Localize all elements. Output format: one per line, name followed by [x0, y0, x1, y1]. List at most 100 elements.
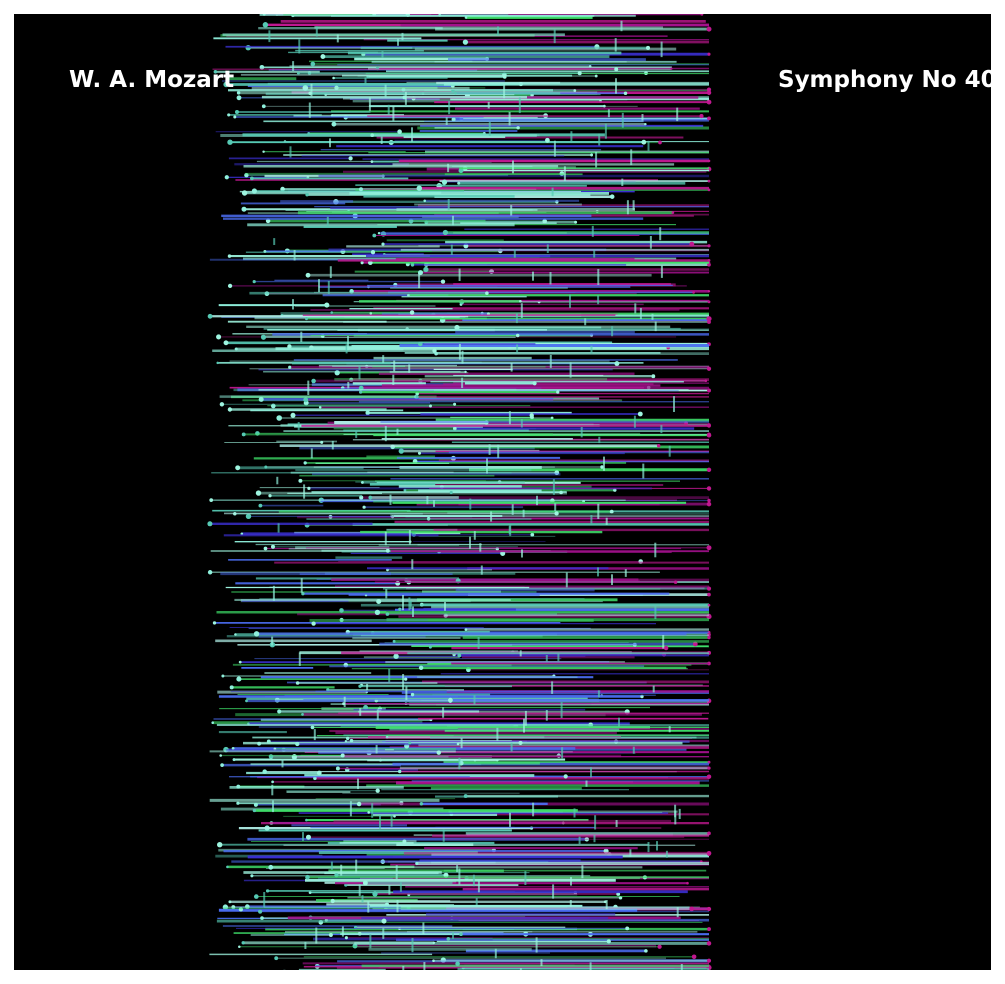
note-dot [641, 139, 647, 145]
note-dot [232, 758, 236, 762]
note-dot [515, 333, 520, 338]
note-dot [234, 633, 237, 636]
note-dot [594, 74, 598, 78]
note-dot [233, 115, 237, 119]
note-dot [241, 432, 246, 437]
note-dot [614, 67, 619, 72]
note-dot [704, 379, 708, 383]
note-dot [423, 266, 429, 273]
note-dot [519, 299, 522, 303]
note-dot [385, 612, 390, 616]
note-dot [699, 114, 704, 119]
note-dot [707, 592, 711, 597]
note-dot [303, 397, 309, 403]
note-dot [403, 488, 407, 492]
note-dot [276, 415, 283, 421]
note-dot [398, 607, 402, 611]
note-dot [344, 936, 348, 940]
music-visualization [207, 14, 712, 970]
visualization-frame: W. A. Mozart Symphony No 40 [14, 14, 991, 970]
note-dot [265, 889, 270, 893]
note-dot [274, 956, 279, 961]
note-dot [707, 262, 711, 267]
note-dot [441, 179, 448, 185]
note-dot [365, 410, 370, 416]
note-dot [398, 769, 402, 774]
note-dot [453, 402, 457, 406]
note-dot [600, 465, 604, 469]
note-dot [706, 26, 712, 32]
note-dot [241, 941, 245, 945]
note-dot [446, 936, 451, 941]
note-dot [340, 753, 345, 758]
note-dot [258, 909, 263, 914]
note-dot [328, 933, 333, 937]
note-dot [706, 501, 712, 507]
streak-layer [207, 14, 712, 970]
note-dot [452, 426, 457, 431]
note-dot [344, 739, 348, 743]
note-dot [330, 311, 334, 314]
note-dot [706, 545, 712, 551]
note-dot [304, 317, 309, 321]
note-dot [516, 126, 520, 130]
note-dot [260, 916, 264, 920]
note-dot [207, 521, 213, 527]
note-dot [359, 390, 363, 394]
note-dot [707, 831, 711, 836]
note-dot [706, 366, 712, 371]
note-dot [216, 334, 222, 340]
note-dot [395, 580, 401, 586]
note-dot [296, 71, 300, 75]
note-dot [706, 586, 712, 591]
note-dot [253, 894, 259, 899]
note-dot [252, 280, 256, 284]
note-dot [311, 378, 316, 384]
note-dot [706, 486, 712, 491]
note-dot [397, 129, 402, 134]
note-dot [287, 344, 292, 349]
note-dot [360, 480, 364, 484]
note-dot [707, 159, 711, 163]
note-dot [241, 206, 247, 212]
note-dot [651, 374, 656, 379]
note-dot [563, 774, 568, 779]
note-dot [432, 959, 435, 962]
note-dot [301, 713, 304, 716]
note-dot [227, 283, 233, 289]
note-dot [458, 168, 464, 174]
note-dot [577, 71, 582, 76]
note-dot [217, 842, 223, 848]
note-dot [590, 153, 594, 157]
note-dot [241, 190, 248, 196]
note-dot [707, 388, 711, 393]
note-dot [637, 411, 643, 417]
note-dot [550, 416, 554, 420]
note-dot [331, 121, 337, 127]
note-dot [656, 443, 661, 448]
note-dot [692, 641, 698, 647]
note-dot [223, 81, 229, 88]
note-dot [227, 254, 232, 258]
note-dot [689, 241, 695, 247]
note-dot [235, 465, 241, 471]
note-dot [459, 932, 463, 937]
note-dot [250, 874, 254, 878]
note-dot [324, 302, 330, 308]
note-dot [706, 99, 712, 105]
note-dot [356, 801, 362, 807]
note-dot [408, 218, 414, 224]
note-dot [448, 697, 453, 703]
note-dot [462, 39, 469, 45]
note-dot [295, 681, 300, 685]
note-dot [429, 404, 432, 408]
note-dot [706, 958, 712, 963]
note-dot [270, 403, 276, 409]
note-dot [305, 874, 310, 880]
note-dot [277, 709, 282, 714]
note-dot [556, 390, 560, 394]
note-dot [345, 736, 350, 741]
note-dot [449, 490, 453, 495]
note-dot [542, 218, 547, 224]
note-dot [220, 763, 224, 767]
